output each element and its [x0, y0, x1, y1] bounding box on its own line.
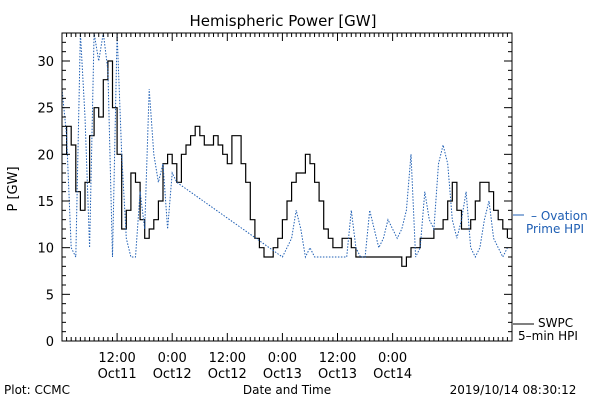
plot-frame	[61, 32, 513, 342]
x-tick-time-label: 12:00	[319, 351, 356, 366]
legend-ovation-line1: – Ovation	[531, 209, 588, 223]
x-tick-date-label: Oct14	[373, 367, 412, 382]
plot-timestamp: 2019/10/14 08:30:12	[450, 383, 577, 397]
x-tick-time-label: 12:00	[209, 351, 246, 366]
x-axis-label: Date and Time	[243, 383, 331, 397]
series-layer	[61, 32, 508, 267]
plot-credit: Plot: CCMC	[4, 383, 70, 397]
x-tick-date-label: Oct13	[318, 367, 357, 382]
legend-swpc: SWPC 5–min HPI	[513, 316, 578, 343]
y-tick-label: 30	[37, 55, 54, 70]
x-tick-date-label: Oct11	[98, 367, 137, 382]
legend-swpc-line1: SWPC	[538, 316, 573, 330]
x-tick-time-label: 0:00	[268, 351, 297, 366]
y-tick-label: 15	[37, 195, 54, 210]
legend-ovation-line2: Prime HPI	[526, 222, 584, 236]
series-line-ovation	[61, 32, 508, 259]
series-line-swpc	[62, 60, 508, 267]
y-tick-label: 0	[46, 335, 54, 350]
y-tick-label: 10	[37, 242, 54, 257]
x-tick-time-label: 12:00	[98, 351, 135, 366]
y-tick-label: 5	[46, 288, 54, 303]
axes-layer: 05101520253012:00Oct110:00Oct1212:00Oct1…	[37, 32, 524, 382]
x-tick-time-label: 0:00	[378, 351, 407, 366]
legend-ovation: – Ovation Prime HPI	[526, 209, 588, 236]
y-tick-label: 20	[37, 148, 54, 163]
y-axis-label: P [GW]	[6, 166, 21, 211]
y-tick-label: 25	[37, 102, 54, 117]
x-tick-date-label: Oct12	[153, 367, 192, 382]
x-tick-time-label: 0:00	[158, 351, 187, 366]
x-tick-date-label: Oct13	[263, 367, 302, 382]
x-tick-date-label: Oct12	[208, 367, 247, 382]
chart-title: Hemispheric Power [GW]	[190, 12, 377, 30]
legend-swpc-line2: 5–min HPI	[518, 329, 578, 343]
